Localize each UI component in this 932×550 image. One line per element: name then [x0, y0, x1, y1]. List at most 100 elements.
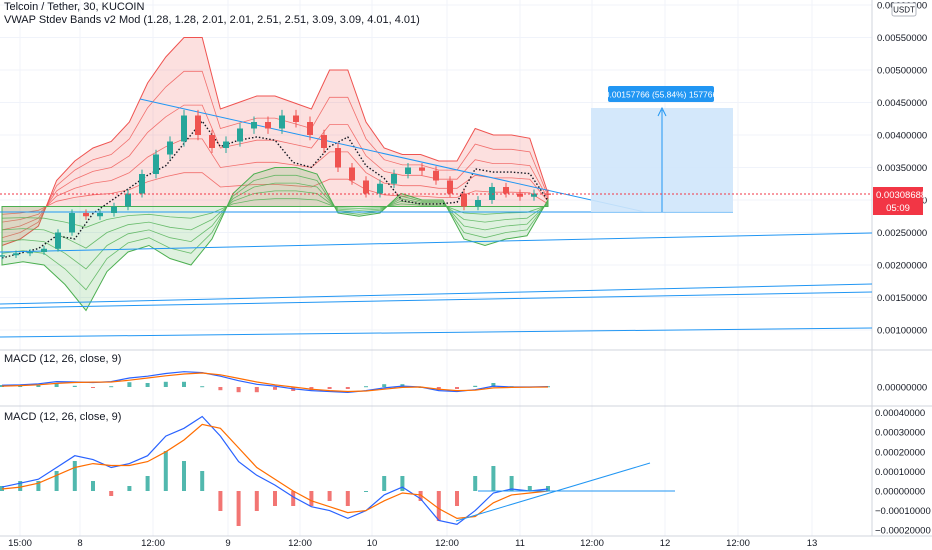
vwap-lower-band-line	[1, 190, 549, 249]
macd2-hist-bar	[527, 486, 532, 491]
candle-body	[307, 122, 313, 135]
macd1-hist-bar	[382, 384, 387, 387]
time-tick-label: 12:00	[726, 538, 750, 549]
candle-body	[531, 193, 537, 197]
macd1-hist-bar	[254, 387, 259, 393]
candle-body	[377, 183, 383, 194]
macd2-hist-bar	[54, 471, 59, 491]
candle-body	[335, 148, 341, 168]
price-tick-label: 0.00150000	[877, 293, 927, 304]
macd1-hist-bar	[163, 381, 168, 387]
macd2-hist-bar	[163, 451, 168, 491]
time-tick-label: 12:00	[580, 538, 604, 549]
candle-body	[83, 213, 89, 217]
macd2-hist-bar	[491, 466, 496, 491]
macd1-hist-bar	[455, 387, 459, 389]
macd2-trendlines[interactable]	[455, 462, 675, 522]
macd2-tick-label: 0.00010000	[875, 467, 925, 478]
last-price-value: 0.00308688	[876, 190, 926, 201]
time-axis[interactable]: 15:00 8 12:00 9 12:00 10 12:00 11 12:00 12 12:00 13	[8, 538, 817, 549]
macd2-hist-bar	[436, 491, 441, 521]
time-tick-label: 12:00	[435, 538, 459, 549]
candle-body	[251, 122, 257, 129]
vwap-lower-bands	[1, 119, 549, 312]
vwap-upper-fill	[1, 37, 549, 247]
time-tick-label: 11	[515, 538, 525, 549]
vwap-upper-band-line	[1, 104, 549, 231]
price-tick-label: 0.00400000	[877, 131, 927, 142]
candle-body	[111, 206, 117, 213]
macd-pane-1[interactable]: MACD (12, 26, close, 9)	[0, 353, 550, 394]
vwap-upper-bands	[1, 37, 549, 247]
time-tick-label: 9	[225, 538, 230, 549]
macd2-trendline[interactable]	[455, 462, 651, 522]
trendline[interactable]	[0, 327, 873, 338]
candle-body	[0, 255, 5, 257]
macd2-hist-bar	[200, 471, 205, 491]
macd1-lines	[1, 371, 549, 394]
price-pane[interactable]: 0.00157766 (55.84%) 157766 Telcoin / Tet…	[0, 1, 873, 338]
candle-body	[517, 193, 523, 197]
time-tick-label: 8	[77, 538, 82, 549]
candle-body	[41, 248, 47, 252]
macd1-hist-bar	[36, 384, 41, 387]
macd2-hist-bar	[473, 476, 478, 491]
candle-body	[363, 180, 369, 194]
macd2-hist-bar	[109, 491, 114, 496]
macd1-hist-bar	[491, 383, 496, 387]
time-tick-label: 12:00	[141, 538, 165, 549]
macd2-title: MACD (12, 26, close, 9)	[4, 411, 121, 423]
time-tick-label: 10	[367, 538, 378, 549]
trendline[interactable]	[0, 291, 873, 309]
macd2-hist-bar	[546, 486, 550, 491]
macd2-histogram	[0, 451, 550, 526]
vwap-lower-fill	[1, 167, 549, 312]
macd1-hist-bar	[72, 385, 77, 387]
macd1-hist-bar	[364, 386, 368, 388]
trendline[interactable]	[0, 283, 873, 305]
macd2-tick-label: −0.00010000	[875, 506, 931, 517]
price-tick-label: 0.00500000	[877, 66, 927, 77]
macd2-hist-bar	[236, 491, 241, 526]
measure-label-box	[608, 86, 714, 102]
macd1-hist-bar	[182, 381, 186, 387]
macd2-lines	[1, 415, 549, 525]
candle-body	[265, 122, 271, 129]
measure-label: 0.00157766 (55.84%) 157766	[605, 90, 718, 100]
candle-body	[139, 174, 145, 194]
macd2-hist-bar	[418, 491, 423, 501]
measure-tool[interactable]: 0.00157766 (55.84%) 157766	[591, 86, 733, 212]
candle-body	[419, 167, 425, 171]
macd2-tick-label: 0.00000000	[875, 487, 925, 498]
symbol-title: Telcoin / Tether, 30, KUCOIN	[4, 1, 144, 13]
macd2-hist-bar	[36, 481, 41, 491]
macd2-tick-label: 0.00020000	[875, 447, 925, 458]
macd2-signal	[1, 423, 549, 520]
candle-body	[69, 213, 75, 233]
macd2-tick-label: −0.00020000	[875, 526, 931, 537]
currency-badge[interactable]: USDT	[891, 2, 917, 17]
indicator-title: VWAP Stdev Bands v2 Mod (1.28, 1.28, 2.0…	[4, 14, 420, 26]
vwap-lower-band-line	[1, 198, 549, 228]
candle-body	[13, 253, 19, 256]
price-tick-label: 0.00200000	[877, 261, 927, 272]
macd2-tick-label: 0.00030000	[875, 428, 925, 439]
trendline[interactable]	[139, 98, 646, 213]
candle-body	[279, 115, 285, 129]
candle-body	[55, 232, 61, 249]
macd1-hist-bar	[327, 387, 332, 389]
price-axis[interactable]: 0.006000000.005500000.005000000.00450000…	[875, 1, 931, 537]
macd2-hist-bar	[327, 491, 332, 501]
macd1-signal	[1, 372, 549, 393]
macd2-hist-bar	[509, 476, 514, 491]
macd1-hist-bar	[91, 387, 95, 388]
macd-pane-2[interactable]: MACD (12, 26, close, 9)	[0, 411, 675, 526]
price-tick-label: 0.00250000	[877, 228, 927, 239]
macd1-hist-bar	[127, 382, 132, 387]
candle-body	[461, 193, 467, 207]
macd2-hist-bar	[91, 481, 95, 491]
candle-body	[447, 180, 453, 194]
trendline[interactable]	[0, 232, 873, 253]
